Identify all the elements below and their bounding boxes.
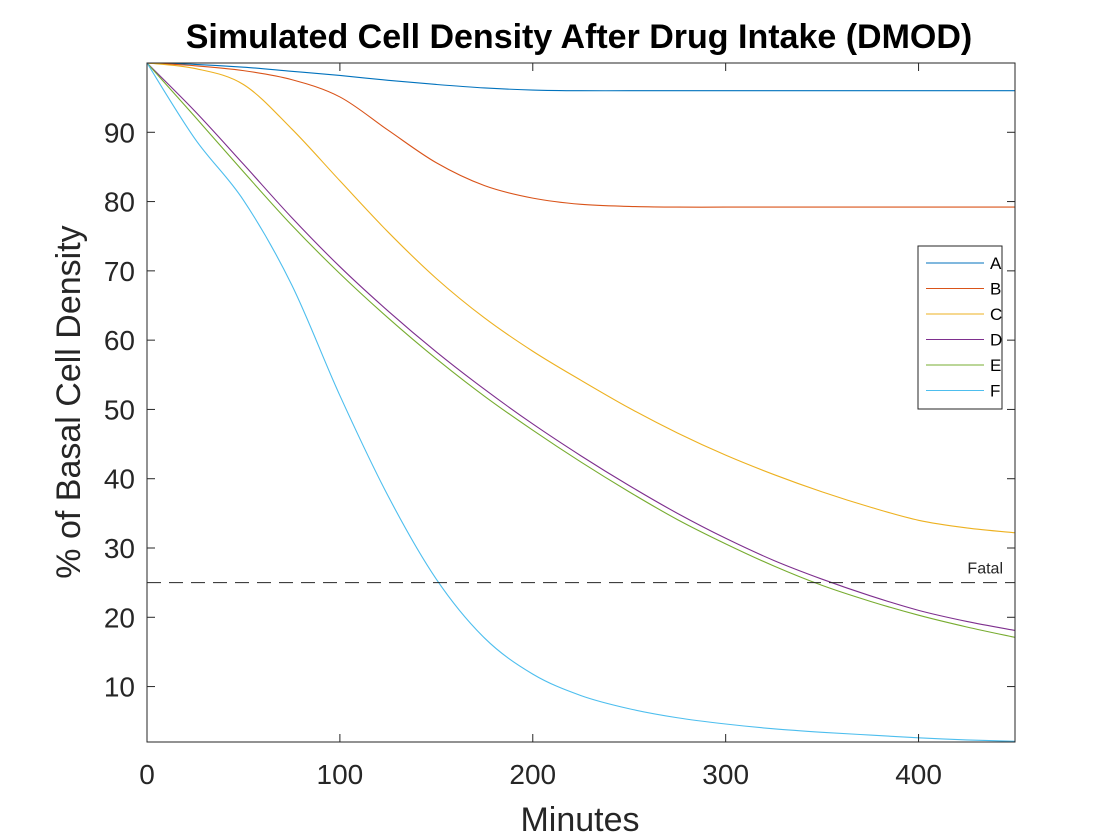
- y-tick-label: 40: [104, 464, 135, 495]
- legend-label-F: F: [990, 382, 1000, 401]
- legend-box: [917, 245, 1003, 410]
- chart-title: Simulated Cell Density After Drug Intake…: [186, 18, 973, 56]
- legend-label-C: C: [990, 305, 1002, 324]
- series-line-B: [147, 63, 1015, 208]
- legend-label-B: B: [990, 280, 1001, 299]
- legend-label-E: E: [990, 356, 1001, 375]
- x-tick-label: 400: [895, 759, 942, 790]
- x-tick-label: 200: [509, 759, 556, 790]
- y-tick-label: 60: [104, 325, 135, 356]
- x-tick-label: 300: [702, 759, 749, 790]
- series-line-A: [147, 63, 1015, 92]
- y-tick-label: 20: [104, 602, 135, 633]
- fatal-threshold-label: Fatal: [967, 561, 1003, 578]
- legend-label-A: A: [990, 254, 1002, 273]
- y-tick-label: 10: [104, 672, 135, 703]
- y-tick-label: 70: [104, 256, 135, 287]
- x-tick-label: 100: [317, 759, 364, 790]
- series-line-F: [147, 63, 1015, 742]
- axes-box: [146, 62, 1016, 743]
- y-axis-label: % of Basal Cell Density: [50, 225, 88, 578]
- series-line-D: [147, 63, 1015, 631]
- series-line-C: [147, 63, 1015, 534]
- y-tick-label: 90: [104, 117, 135, 148]
- plot-area: Fatal 0 100 200 300 400 10 20 30 40 50 60 70 80 90 ABCD…: [104, 62, 1016, 790]
- series-line-E: [147, 63, 1015, 638]
- y-tick-label: 50: [104, 394, 135, 425]
- y-tick-label: 80: [104, 187, 135, 218]
- y-tick-label: 30: [104, 533, 135, 564]
- legend-label-D: D: [990, 331, 1002, 350]
- x-axis-label: Minutes: [520, 801, 639, 839]
- x-tick-label: 0: [139, 759, 155, 790]
